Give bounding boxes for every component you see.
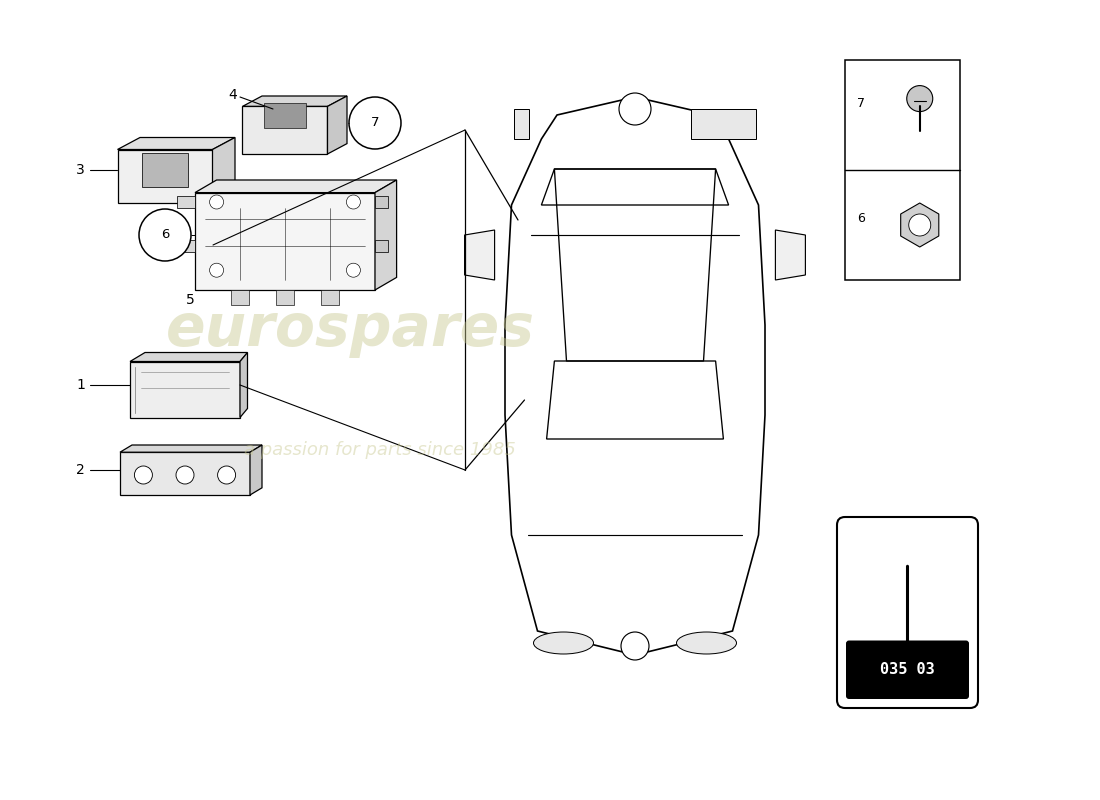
Circle shape — [346, 195, 361, 209]
Polygon shape — [130, 353, 248, 362]
FancyBboxPatch shape — [846, 641, 969, 699]
Circle shape — [621, 632, 649, 660]
Circle shape — [139, 209, 191, 261]
Circle shape — [346, 263, 361, 278]
Text: eurospares: eurospares — [165, 302, 535, 358]
Text: 6: 6 — [161, 229, 169, 242]
FancyBboxPatch shape — [837, 517, 978, 708]
Circle shape — [176, 466, 194, 484]
Circle shape — [134, 466, 153, 484]
Polygon shape — [240, 353, 248, 418]
Circle shape — [619, 93, 651, 125]
Polygon shape — [776, 230, 805, 280]
Text: 4: 4 — [229, 88, 236, 102]
Polygon shape — [120, 445, 262, 452]
Circle shape — [349, 97, 402, 149]
Polygon shape — [177, 195, 195, 207]
Circle shape — [906, 86, 933, 111]
Text: 7: 7 — [371, 117, 380, 130]
Polygon shape — [276, 290, 294, 305]
Ellipse shape — [676, 632, 737, 654]
Text: 3: 3 — [76, 163, 85, 177]
Polygon shape — [120, 452, 250, 495]
Polygon shape — [505, 97, 764, 655]
Text: 5: 5 — [186, 293, 195, 307]
Circle shape — [218, 466, 235, 484]
Text: 1: 1 — [76, 378, 85, 392]
Polygon shape — [321, 290, 339, 305]
Polygon shape — [195, 180, 397, 193]
Polygon shape — [515, 109, 529, 139]
Polygon shape — [901, 203, 938, 247]
Text: 7: 7 — [857, 98, 865, 110]
Polygon shape — [375, 195, 387, 207]
Polygon shape — [142, 153, 188, 187]
Polygon shape — [130, 362, 240, 418]
Polygon shape — [264, 103, 306, 128]
Polygon shape — [177, 239, 195, 251]
Circle shape — [210, 195, 223, 209]
Polygon shape — [118, 150, 212, 202]
Polygon shape — [691, 109, 756, 139]
Circle shape — [909, 214, 931, 236]
Text: 035 03: 035 03 — [880, 662, 935, 678]
Polygon shape — [464, 230, 495, 280]
Polygon shape — [375, 239, 387, 251]
Bar — [845, 60, 960, 280]
Polygon shape — [250, 445, 262, 495]
Polygon shape — [242, 106, 328, 154]
Circle shape — [210, 263, 223, 278]
Polygon shape — [242, 96, 346, 106]
Ellipse shape — [534, 632, 594, 654]
Polygon shape — [375, 180, 397, 290]
Text: 6: 6 — [857, 212, 865, 225]
Polygon shape — [118, 138, 235, 150]
Text: a passion for parts since 1985: a passion for parts since 1985 — [244, 441, 516, 459]
Polygon shape — [328, 96, 346, 154]
Polygon shape — [231, 290, 249, 305]
Polygon shape — [195, 193, 375, 290]
Text: 2: 2 — [76, 463, 85, 477]
Polygon shape — [212, 138, 235, 202]
